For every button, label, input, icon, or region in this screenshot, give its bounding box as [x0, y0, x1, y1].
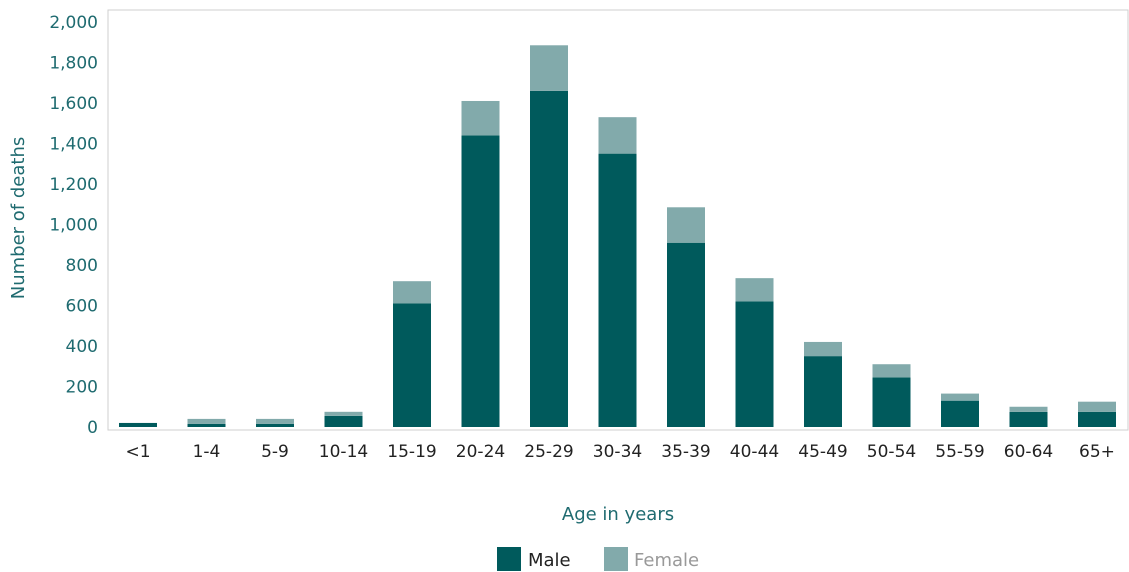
y-tick-label: 1,200	[49, 175, 98, 195]
y-tick-label: 0	[87, 418, 98, 438]
x-tick-label: 25-29	[524, 442, 573, 462]
bar-male-4	[393, 303, 431, 427]
y-axis-title: Number of deaths	[8, 137, 29, 299]
bar-female-11	[872, 364, 911, 378]
y-tick-label: 1,600	[49, 94, 98, 114]
bar-female-5	[461, 100, 500, 136]
bar-male-12	[941, 400, 979, 427]
bar-male-11	[872, 377, 911, 427]
plot-frame	[107, 9, 1129, 431]
bar-male-9	[735, 301, 774, 427]
x-axis: <1 1-4 5-9 10-14 15-19 20-24 25-29 30-34 35-39 40…	[125, 442, 1114, 462]
bar-female-13	[1009, 406, 1048, 412]
x-tick-label: <1	[125, 442, 150, 462]
bar-female-9	[735, 278, 774, 302]
bar-female-14	[1078, 401, 1116, 412]
bar-female-7	[598, 117, 637, 154]
bar-male-2	[256, 423, 294, 427]
bar-male-3	[324, 415, 363, 427]
x-tick-label: 1-4	[193, 442, 221, 462]
y-axis: 0 200 400 600 800 1,000 1,200 1,400 1,600 1,800 2,…	[49, 13, 98, 438]
bar-female-1	[187, 418, 226, 424]
bar-female-6	[530, 45, 568, 91]
bar-male-5	[461, 135, 500, 427]
x-tick-label: 55-59	[935, 442, 984, 462]
bar-female-12	[941, 393, 979, 401]
x-tick-label: 65+	[1079, 442, 1115, 462]
y-tick-label: 1,800	[49, 54, 98, 74]
y-tick-label: 2,000	[49, 13, 98, 33]
x-axis-title: Age in years	[562, 504, 674, 525]
x-tick-label: 5-9	[261, 442, 289, 462]
bar-male-7	[598, 153, 637, 427]
x-tick-label: 15-19	[387, 442, 436, 462]
y-tick-label: 1,000	[49, 216, 98, 236]
legend-swatch-female	[604, 547, 628, 571]
x-tick-label: 50-54	[867, 442, 916, 462]
x-tick-label: 30-34	[593, 442, 642, 462]
bar-male-1	[187, 423, 226, 427]
bars	[119, 45, 1116, 427]
bar-female-4	[393, 281, 431, 304]
bar-male-0	[119, 422, 157, 427]
bar-female-2	[256, 418, 294, 424]
bar-female-3	[324, 411, 363, 416]
x-tick-label: 10-14	[319, 442, 368, 462]
y-tick-label: 600	[66, 297, 98, 317]
legend: Male Female	[497, 547, 699, 571]
legend-label-female: Female	[634, 550, 699, 571]
bar-male-8	[667, 242, 705, 427]
legend-swatch-male	[497, 547, 521, 571]
bar-male-13	[1009, 411, 1048, 427]
y-tick-label: 1,400	[49, 135, 98, 155]
x-tick-label: 20-24	[456, 442, 505, 462]
bar-female-8	[667, 207, 705, 243]
x-tick-label: 60-64	[1004, 442, 1053, 462]
bar-male-14	[1078, 411, 1116, 427]
legend-label-male: Male	[528, 550, 571, 571]
x-tick-label: 35-39	[661, 442, 710, 462]
bar-female-10	[804, 341, 842, 357]
y-tick-label: 200	[66, 378, 98, 398]
y-tick-label: 800	[66, 256, 98, 276]
bar-male-10	[804, 356, 842, 427]
x-tick-label: 40-44	[730, 442, 779, 462]
y-tick-label: 400	[66, 337, 98, 357]
x-tick-label: 45-49	[798, 442, 847, 462]
bar-male-6	[530, 90, 568, 427]
